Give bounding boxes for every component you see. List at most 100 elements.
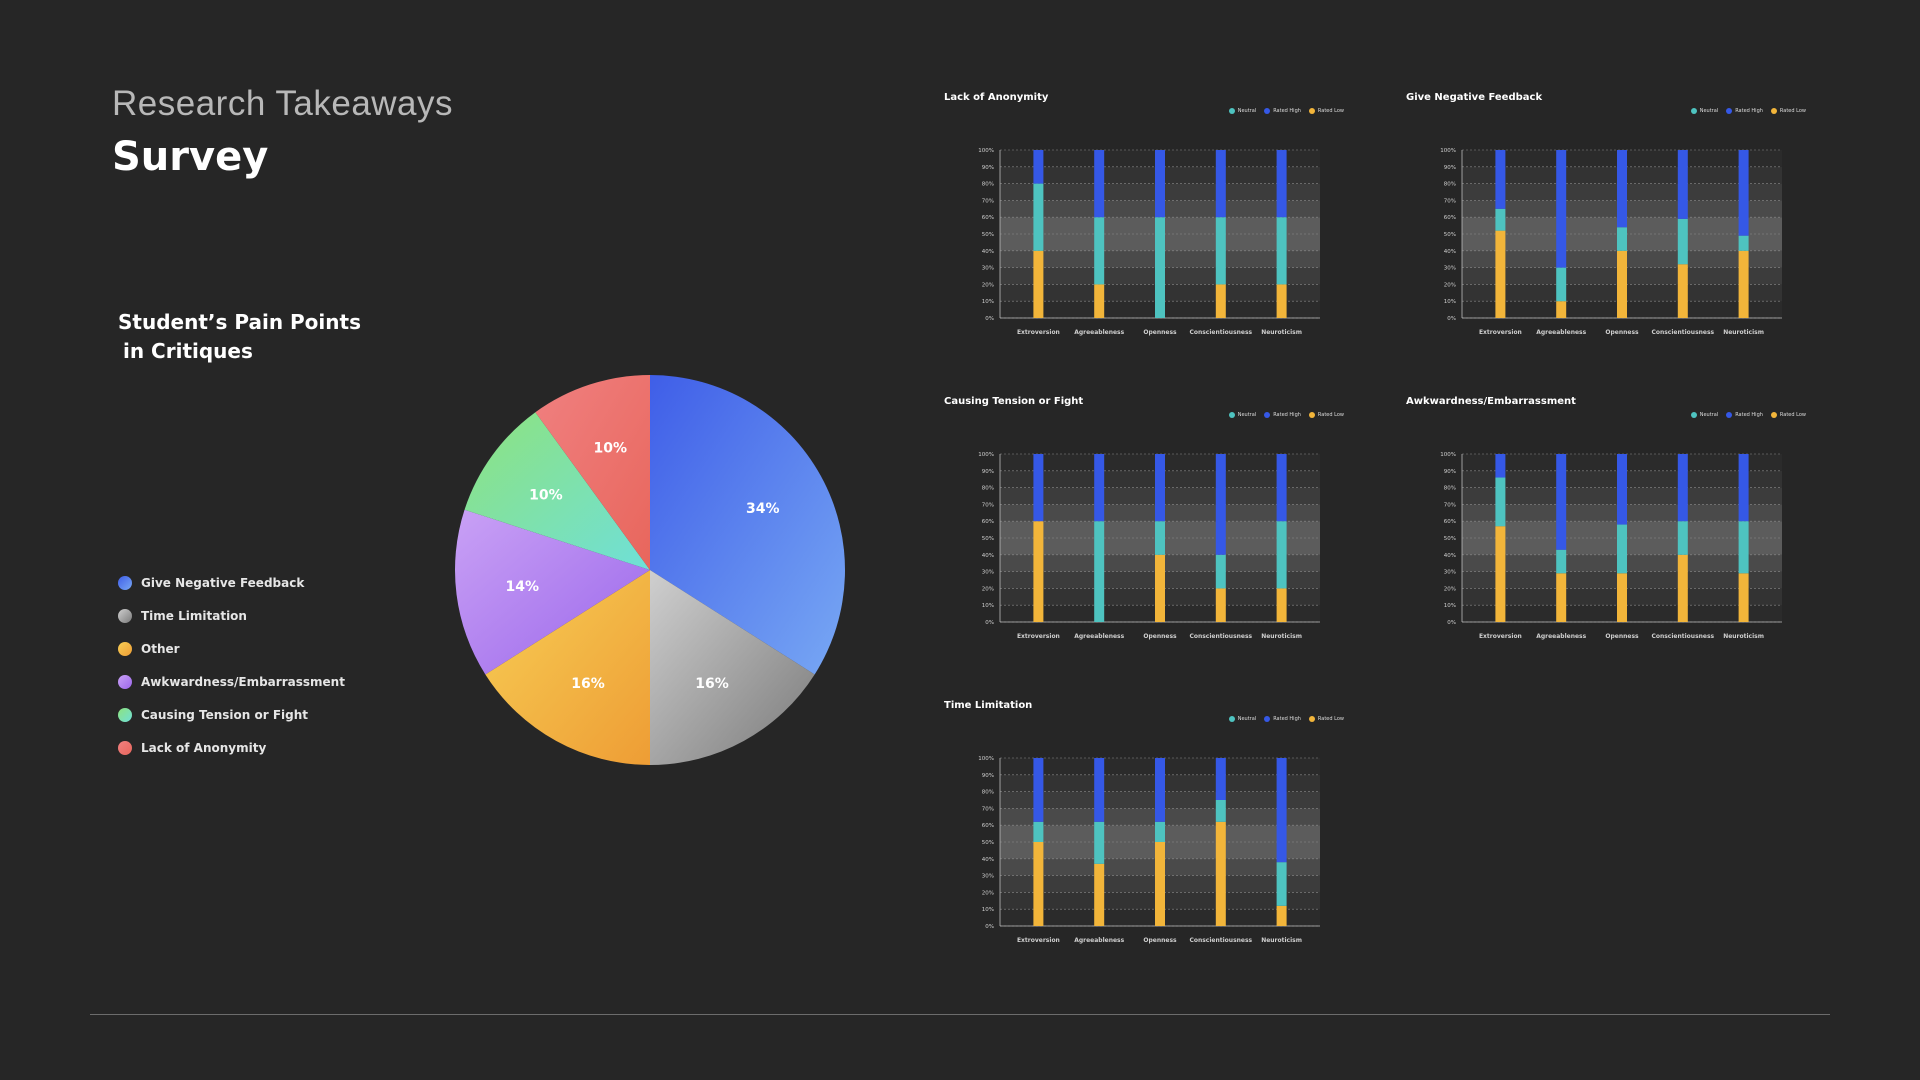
legend-dot	[118, 707, 132, 722]
legend-item-rated-high: Rated High	[1264, 412, 1301, 418]
x-tick-label: Conscientiousness	[1651, 633, 1714, 640]
bar-chart-plot: 0% 10% 20% 30% 40% 50% 60% 70% 80% 90% 100% Extrove…	[978, 756, 1320, 944]
y-tick-label: 70%	[982, 806, 994, 812]
bar-chart-plot: 0% 10% 20% 30% 40% 50% 60% 70% 80% 90% 100% Extrove…	[978, 452, 1320, 640]
x-tick-label: Openness	[1143, 937, 1177, 944]
legend-label: Give Negative Feedback	[141, 575, 305, 590]
legend-label: Neutral	[1699, 108, 1719, 114]
y-tick-label: 80%	[982, 486, 994, 492]
legend-item-neutral: Neutral	[1690, 108, 1719, 114]
bar-segment-rated-high	[1556, 150, 1567, 268]
pie-slice-label: 14%	[506, 579, 540, 595]
pie-title-line-2: in Critiques	[123, 339, 253, 363]
pie-chart-title: Student’s Pain Points in Critiques	[118, 308, 378, 366]
y-tick-label: 0%	[985, 924, 994, 930]
legend-item-rated-high: Rated High	[1264, 716, 1301, 722]
bar-segment-neutral	[1094, 821, 1105, 864]
y-tick-label: 40%	[982, 553, 994, 559]
bar-segment-rated-high	[1495, 454, 1506, 478]
bar-segment-rated-high	[1155, 150, 1165, 218]
legend-item-rated-low: Rated Low	[1308, 108, 1344, 114]
pie-slice-label: 16%	[695, 676, 729, 692]
bar-segment-rated-low	[1155, 842, 1165, 926]
bar-segment-rated-low	[1738, 250, 1749, 318]
bar-chart-awkwardness-embarrassment: Awkwardness/Embarrassment Neutral Rated …	[1406, 396, 1806, 676]
bar-segment-rated-low	[1155, 554, 1165, 622]
legend-dot	[118, 740, 132, 755]
x-tick-label: Neuroticism	[1261, 329, 1302, 336]
legend-label: Neutral	[1237, 108, 1257, 114]
x-tick-label: Neuroticism	[1723, 329, 1764, 336]
legend-label: Rated Low	[1317, 716, 1344, 722]
bar-segment-rated-low	[1094, 284, 1105, 318]
legend-dot	[1770, 108, 1777, 114]
legend-item-rated-high: Rated High	[1726, 108, 1763, 114]
x-tick-label: Agreeableness	[1074, 329, 1124, 336]
y-tick-label: 30%	[982, 570, 994, 576]
bar-segment-neutral	[1276, 862, 1287, 906]
y-tick-label: 10%	[1444, 603, 1456, 609]
bar-segment-rated-high	[1033, 454, 1044, 522]
bar-segment-neutral	[1276, 217, 1287, 285]
legend-dot	[1726, 108, 1733, 114]
legend-item: Lack of Anonymity	[118, 731, 345, 764]
pie-slice-label: 10%	[593, 441, 627, 457]
y-tick-label: 30%	[1444, 266, 1456, 272]
bar-chart-time-limitation: Time Limitation Neutral Rated High Rated…	[944, 700, 1344, 980]
x-tick-label: Extroversion	[1017, 937, 1060, 944]
bar-chart-causing-tension-or-fight: Causing Tension or Fight Neutral Rated H…	[944, 396, 1344, 676]
bar-chart-legend: Neutral Rated High Rated Low	[1690, 412, 1806, 418]
y-tick-label: 0%	[1447, 316, 1456, 322]
y-tick-label: 100%	[978, 452, 994, 458]
bar-segment-neutral	[1033, 183, 1044, 251]
legend-item: Other	[118, 632, 345, 665]
legend-dot	[118, 608, 132, 623]
y-tick-label: 20%	[1444, 282, 1456, 288]
bar-segment-rated-low	[1276, 284, 1287, 318]
x-tick-label: Neuroticism	[1261, 633, 1302, 640]
bar-segment-rated-low	[1738, 573, 1749, 622]
bar-segment-neutral	[1677, 218, 1688, 265]
x-tick-label: Extroversion	[1017, 633, 1060, 640]
bar-segment-rated-high	[1617, 150, 1627, 228]
bar-chart-legend: Neutral Rated High Rated Low	[1690, 108, 1806, 114]
bar-segment-rated-low	[1033, 250, 1044, 318]
x-tick-label: Openness	[1605, 633, 1639, 640]
bar-chart-legend: Neutral Rated High Rated Low	[1228, 108, 1344, 114]
y-tick-label: 20%	[1444, 586, 1456, 592]
bar-segment-rated-low	[1276, 588, 1287, 622]
y-tick-label: 80%	[982, 182, 994, 188]
y-tick-label: 70%	[982, 502, 994, 508]
x-tick-label: Conscientiousness	[1189, 329, 1252, 336]
y-tick-label: 20%	[982, 282, 994, 288]
page-title: Survey	[112, 134, 269, 180]
pie-legend: Give Negative Feedback Time Limitation O…	[118, 566, 345, 764]
y-tick-label: 30%	[982, 874, 994, 880]
legend-dot	[1690, 108, 1697, 114]
y-tick-label: 40%	[982, 249, 994, 255]
bar-segment-neutral	[1495, 477, 1506, 527]
bar-segment-rated-low	[1033, 842, 1044, 926]
bar-segment-rated-low	[1677, 264, 1688, 318]
x-tick-label: Openness	[1605, 329, 1639, 336]
bar-chart-plot: 0% 10% 20% 30% 40% 50% 60% 70% 80% 90% 100% Extrove…	[1440, 452, 1782, 640]
y-tick-label: 10%	[982, 299, 994, 305]
pie-slice	[455, 509, 650, 675]
legend-label: Causing Tension or Fight	[141, 707, 309, 722]
x-tick-label: Neuroticism	[1723, 633, 1764, 640]
legend-dot	[1690, 412, 1697, 418]
y-tick-label: 60%	[982, 215, 994, 221]
x-tick-label: Extroversion	[1479, 329, 1522, 336]
legend-label: Rated Low	[1317, 412, 1344, 418]
legend-label: Rated High	[1273, 716, 1301, 722]
bar-segment-rated-high	[1276, 454, 1287, 522]
y-tick-label: 60%	[1444, 215, 1456, 221]
bar-segment-neutral	[1556, 267, 1567, 302]
bar-segment-rated-high	[1033, 758, 1044, 822]
legend-label: Other	[141, 641, 180, 656]
bar-segment-rated-high	[1094, 150, 1105, 218]
legend-dot	[118, 575, 132, 590]
x-tick-label: Extroversion	[1479, 633, 1522, 640]
legend-label: Time Limitation	[141, 608, 247, 623]
legend-dot	[1726, 412, 1733, 418]
